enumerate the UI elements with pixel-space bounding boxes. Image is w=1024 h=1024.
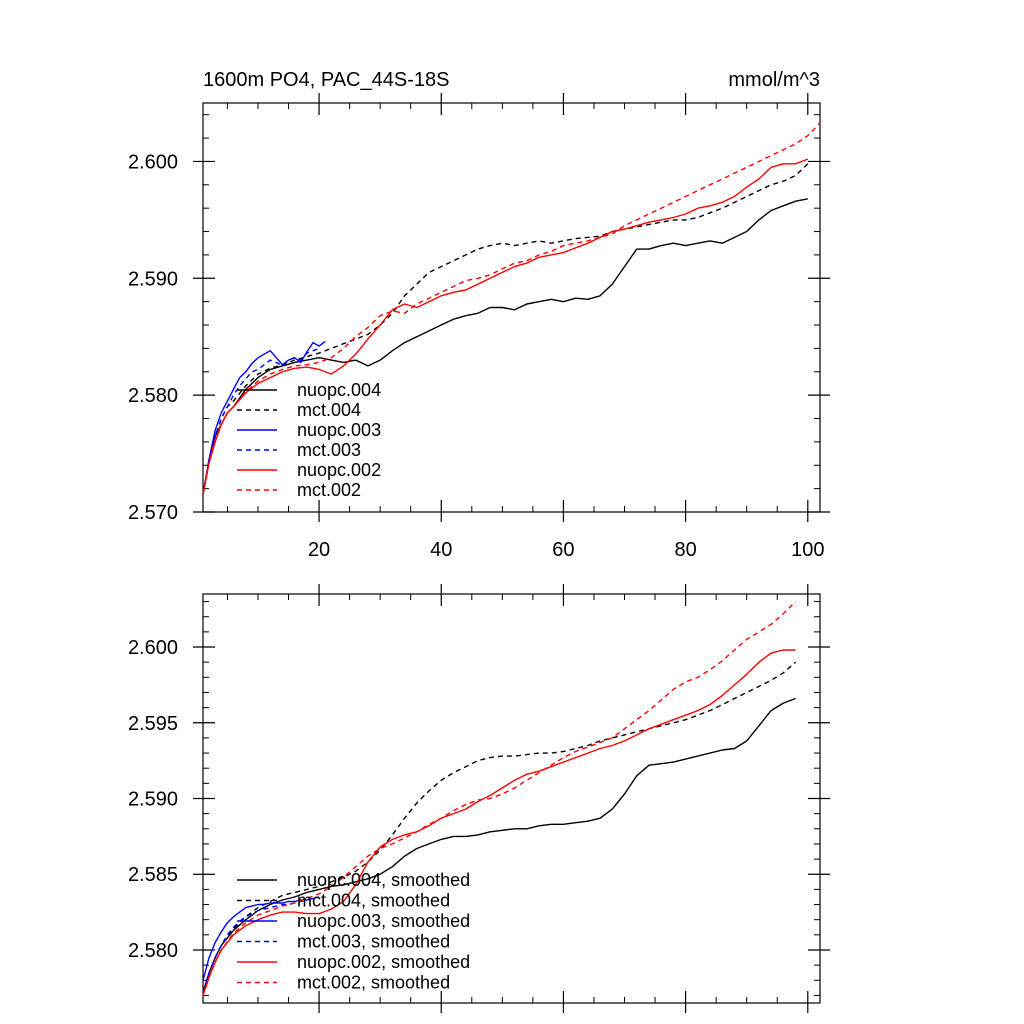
y-tick-label: 2.590 [128,789,178,811]
y-tick-label: 2.580 [128,940,178,962]
series-line-0 [202,198,808,495]
legend-label: mct.002, smoothed [297,973,450,993]
series-line-2 [202,896,320,981]
legend-label: nuopc.003, smoothed [297,911,470,931]
x-tick-label: 80 [674,539,696,561]
series-line-1 [202,163,809,495]
series-line-0 [202,697,796,993]
series-line-5 [202,601,797,996]
series-line-4 [202,649,796,996]
legend-label: nuopc.004 [297,380,381,400]
x-tick-label: 100 [791,539,824,561]
legend-label: nuopc.003 [297,420,381,440]
y-tick-label: 2.570 [128,502,178,524]
chart-units: mmol/m^3 [728,69,820,91]
bottom-panel: 2.580 2.585 2.590 2.595 2.600 nuopc.004, smoo… [128,584,830,1013]
series-line-2 [202,340,326,495]
legend-label: mct.004 [297,400,361,420]
top-panel: 20 40 60 80 100 2.570 2.580 2.590 2.600 nuopc.004… [128,93,830,561]
legend-label: mct.003, smoothed [297,932,450,952]
x-tick-label: 20 [308,539,330,561]
legend-label: nuopc.004, smoothed [297,870,470,890]
series-line-5 [202,122,821,495]
y-tick-label: 2.590 [128,268,178,290]
legend-label: nuopc.002, smoothed [297,952,470,972]
legend-label: mct.003 [297,440,361,460]
legend-label: mct.004, smoothed [297,891,450,911]
x-tick-label: 60 [552,539,574,561]
y-tick-label: 2.600 [128,151,178,173]
series-line-3 [202,347,320,495]
series-line-4 [202,158,809,495]
y-tick-label: 2.595 [128,713,178,735]
y-tick-label: 2.580 [128,385,178,407]
y-tick-label: 2.585 [128,864,178,886]
chart-title: 1600m PO4, PAC_44S-18S [203,69,449,91]
legend-label: nuopc.002 [297,460,381,480]
plot-frame [202,102,821,513]
series-line-1 [202,661,797,993]
x-tick-label: 40 [430,539,452,561]
y-tick-label: 2.600 [128,637,178,659]
legend-label: mct.002 [297,480,361,500]
